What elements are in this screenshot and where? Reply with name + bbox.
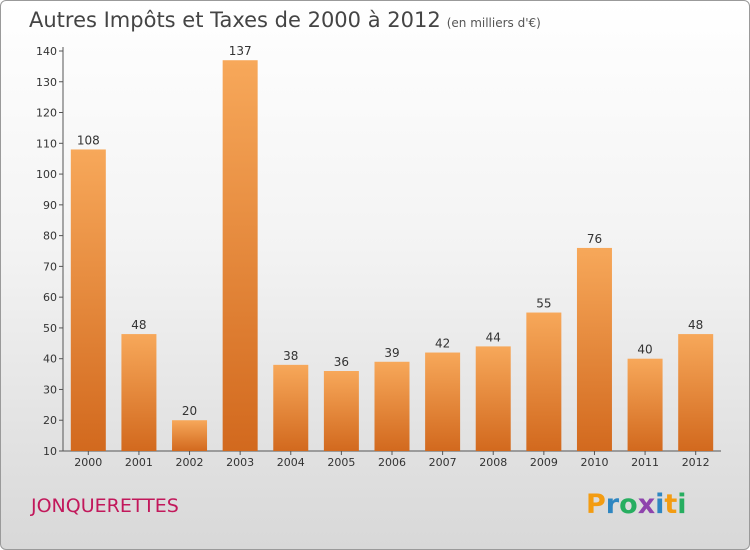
- x-tick-label: 2008: [479, 456, 507, 469]
- y-tick-label: 90: [43, 199, 57, 212]
- x-tick-label: 2009: [530, 456, 558, 469]
- logo-letter: x: [637, 489, 656, 520]
- x-tick-label: 2005: [327, 456, 355, 469]
- x-tick-label: 2012: [682, 456, 710, 469]
- y-tick-label: 100: [36, 168, 57, 181]
- y-tick-label: 60: [43, 291, 57, 304]
- bar-2003: [222, 60, 258, 451]
- bar-2012: [678, 334, 714, 451]
- bar-label-2004: 38: [283, 349, 298, 363]
- bar-label-2006: 39: [384, 346, 399, 360]
- bar-2001: [121, 334, 157, 451]
- y-tick-label: 30: [43, 383, 57, 396]
- bar-label-2007: 42: [435, 337, 450, 351]
- y-tick-label: 120: [36, 107, 57, 120]
- y-tick-label: 20: [43, 414, 57, 427]
- y-tick-label: 140: [36, 45, 57, 58]
- chart-bars: [70, 60, 714, 451]
- logo-letter: P: [586, 489, 606, 520]
- logo-letter: r: [605, 489, 620, 520]
- bar-label-2001: 48: [131, 318, 146, 332]
- chart-axes: 10 20 30 40 50 60 70 80 90 100 110 120 130 140 2000 200…: [36, 45, 721, 469]
- x-tick-label: 2007: [429, 456, 457, 469]
- x-tick-label: 2011: [631, 456, 659, 469]
- x-tick-label: 2004: [277, 456, 305, 469]
- bar-label-2009: 55: [536, 297, 551, 311]
- logo-letter: i: [655, 489, 665, 520]
- bar-2010: [576, 247, 612, 451]
- logo-letter: i: [677, 489, 687, 520]
- x-tick-label: 2006: [378, 456, 406, 469]
- bar-2008: [475, 346, 511, 451]
- bar-label-2000: 108: [77, 133, 100, 147]
- x-tick-label: 2001: [125, 456, 153, 469]
- bar-2006: [374, 361, 410, 451]
- bar-2004: [273, 364, 309, 451]
- y-tick-label: 110: [36, 137, 57, 150]
- proxiti-logo: Proxiti: [586, 489, 687, 520]
- y-tick-label: 40: [43, 353, 57, 366]
- logo-letter: o: [619, 489, 638, 520]
- chart-subtitle: (en milliers d'€): [446, 16, 541, 30]
- bar-label-2003: 137: [229, 44, 252, 58]
- x-tick-label: 2000: [74, 456, 102, 469]
- bar-label-2008: 44: [486, 330, 501, 344]
- commune-name: JONQUERETTES: [31, 495, 179, 517]
- bar-label-2011: 40: [637, 343, 652, 357]
- bar-2009: [526, 312, 562, 451]
- bar-label-2010: 76: [587, 232, 602, 246]
- y-tick-label: 130: [36, 76, 57, 89]
- x-tick-label: 2010: [580, 456, 608, 469]
- chart-title-text: Autres Impôts et Taxes de 2000 à 2012: [29, 8, 441, 32]
- chart-title: Autres Impôts et Taxes de 2000 à 2012 (en…: [29, 8, 541, 32]
- y-tick-label: 70: [43, 260, 57, 273]
- bar-2011: [627, 358, 663, 451]
- bar-label-2005: 36: [334, 355, 349, 369]
- bar-2000: [70, 149, 106, 451]
- bar-2005: [323, 371, 359, 451]
- y-tick-label: 10: [43, 445, 57, 458]
- y-tick-label: 50: [43, 322, 57, 335]
- y-tick-label: 80: [43, 230, 57, 243]
- bar-2002: [172, 420, 208, 451]
- x-tick-label: 2003: [226, 456, 254, 469]
- logo-letter: t: [664, 489, 678, 520]
- chart-labels: 108 48 20 137 38 36 39 42 44 55 76 40 48: [77, 44, 703, 418]
- bar-label-2012: 48: [688, 318, 703, 332]
- bar-2007: [425, 352, 461, 451]
- x-tick-label: 2002: [176, 456, 204, 469]
- bar-label-2002: 20: [182, 404, 197, 418]
